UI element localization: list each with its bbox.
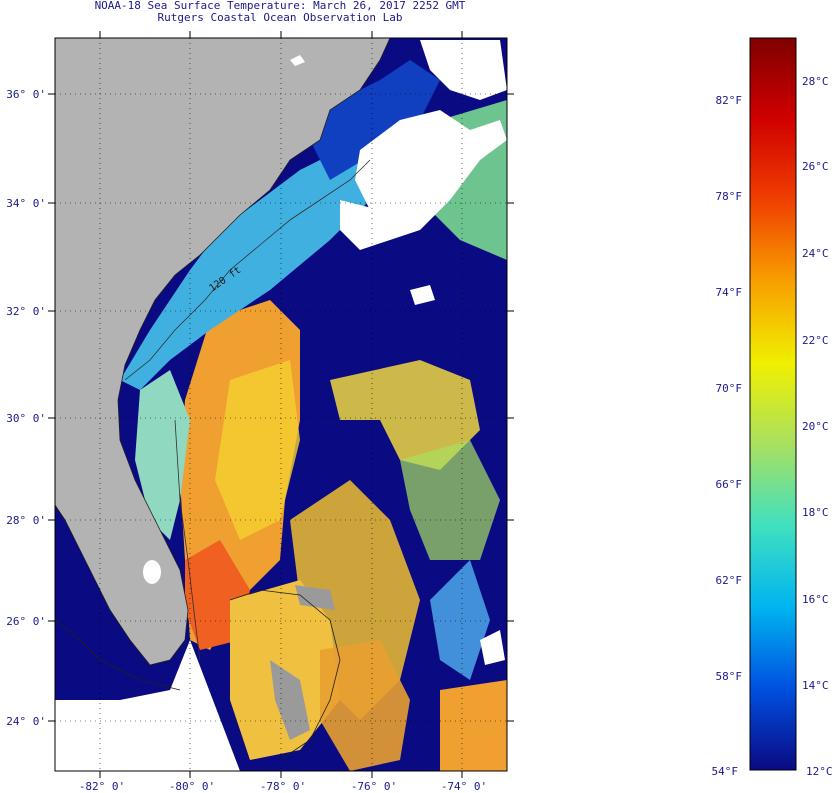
fahrenheit-label: 62°F <box>716 574 743 587</box>
lat-label: 36° 0' <box>6 88 46 101</box>
lon-label: -74° 0' <box>441 780 487 793</box>
fahrenheit-label: 54°F <box>712 765 739 778</box>
fahrenheit-label: 58°F <box>716 670 743 683</box>
lon-label: -76° 0' <box>351 780 397 793</box>
florida-coastal-water <box>135 370 190 540</box>
bahamas-contour <box>229 589 341 761</box>
fahrenheit-label: 74°F <box>716 286 743 299</box>
latitude-labels: 36° 0' 34° 0' 32° 0' 30° 0' 28° 0' 26° 0… <box>6 88 46 728</box>
warm-eddy-1 <box>330 360 480 470</box>
coastal-cool-water <box>120 140 380 390</box>
lat-label: 34° 0' <box>6 197 46 210</box>
southeast-warm-water <box>440 680 507 771</box>
cool-eddy <box>430 560 490 680</box>
lake-okeechobee <box>143 560 161 584</box>
cloud-cover-north <box>355 110 507 240</box>
andros-island <box>270 660 310 740</box>
temperature-colorbar: 82°F 78°F 74°F 70°F 66°F 62°F 58°F 54°F … <box>712 37 832 778</box>
cloud-patch <box>410 285 435 305</box>
lat-label: 26° 0' <box>6 615 46 628</box>
fahrenheit-label: 70°F <box>716 382 743 395</box>
cloud-cover-northeast <box>420 40 507 100</box>
celsius-label: 18°C <box>802 506 829 519</box>
celsius-label: 22°C <box>802 334 829 347</box>
shelf-contour-florida <box>174 419 201 661</box>
celsius-label: 28°C <box>802 75 829 88</box>
celsius-label: 20°C <box>802 420 829 433</box>
bahamas-bank-east <box>320 640 410 771</box>
shelf-contour-120ft <box>124 159 371 381</box>
fahrenheit-label: 82°F <box>716 94 743 107</box>
map-ticks <box>48 31 514 778</box>
map-title: NOAA-18 Sea Surface Temperature: March 2… <box>94 0 466 12</box>
celsius-label: 24°C <box>802 247 829 260</box>
lon-label: -80° 0' <box>169 780 215 793</box>
grand-bahama-island <box>295 585 335 610</box>
lon-label: -82° 0' <box>79 780 125 793</box>
mid-water-region <box>400 440 500 560</box>
us-landmass <box>55 38 391 666</box>
inland-water <box>290 55 305 66</box>
gulf-stream-yellow <box>215 360 300 540</box>
lat-label: 30° 0' <box>6 412 46 425</box>
gulf-coast-land <box>55 460 90 500</box>
lat-label: 24° 0' <box>6 715 46 728</box>
lat-label: 28° 0' <box>6 514 46 527</box>
lat-label: 32° 0' <box>6 305 46 318</box>
no-data-area <box>55 640 240 771</box>
graticule <box>55 38 507 771</box>
map-subtitle: Rutgers Coastal Ocean Observation Lab <box>157 11 403 24</box>
cloud-patch <box>340 200 390 250</box>
fahrenheit-scale: 82°F 78°F 74°F 70°F 66°F 62°F 58°F 54°F <box>712 94 743 778</box>
fahrenheit-label: 66°F <box>716 478 743 491</box>
celsius-label: 14°C <box>802 679 829 692</box>
sst-map: 120 ft <box>55 38 507 771</box>
florida-keys-contour <box>55 619 181 691</box>
cloud-patch <box>480 630 505 665</box>
northern-coastal-water <box>300 60 440 180</box>
colorbar-gradient <box>749 37 797 771</box>
celsius-label: 26°C <box>802 160 829 173</box>
lon-label: -78° 0' <box>260 780 306 793</box>
celsius-label: 12°C <box>806 765 832 778</box>
celsius-label: 16°C <box>802 593 829 606</box>
celsius-scale: 28°C 26°C 24°C 22°C 20°C 18°C 16°C 14°C … <box>802 75 832 778</box>
fahrenheit-label: 78°F <box>716 190 743 203</box>
longitude-labels: -82° 0' -80° 0' -78° 0' -76° 0' -74° 0' <box>79 780 487 793</box>
